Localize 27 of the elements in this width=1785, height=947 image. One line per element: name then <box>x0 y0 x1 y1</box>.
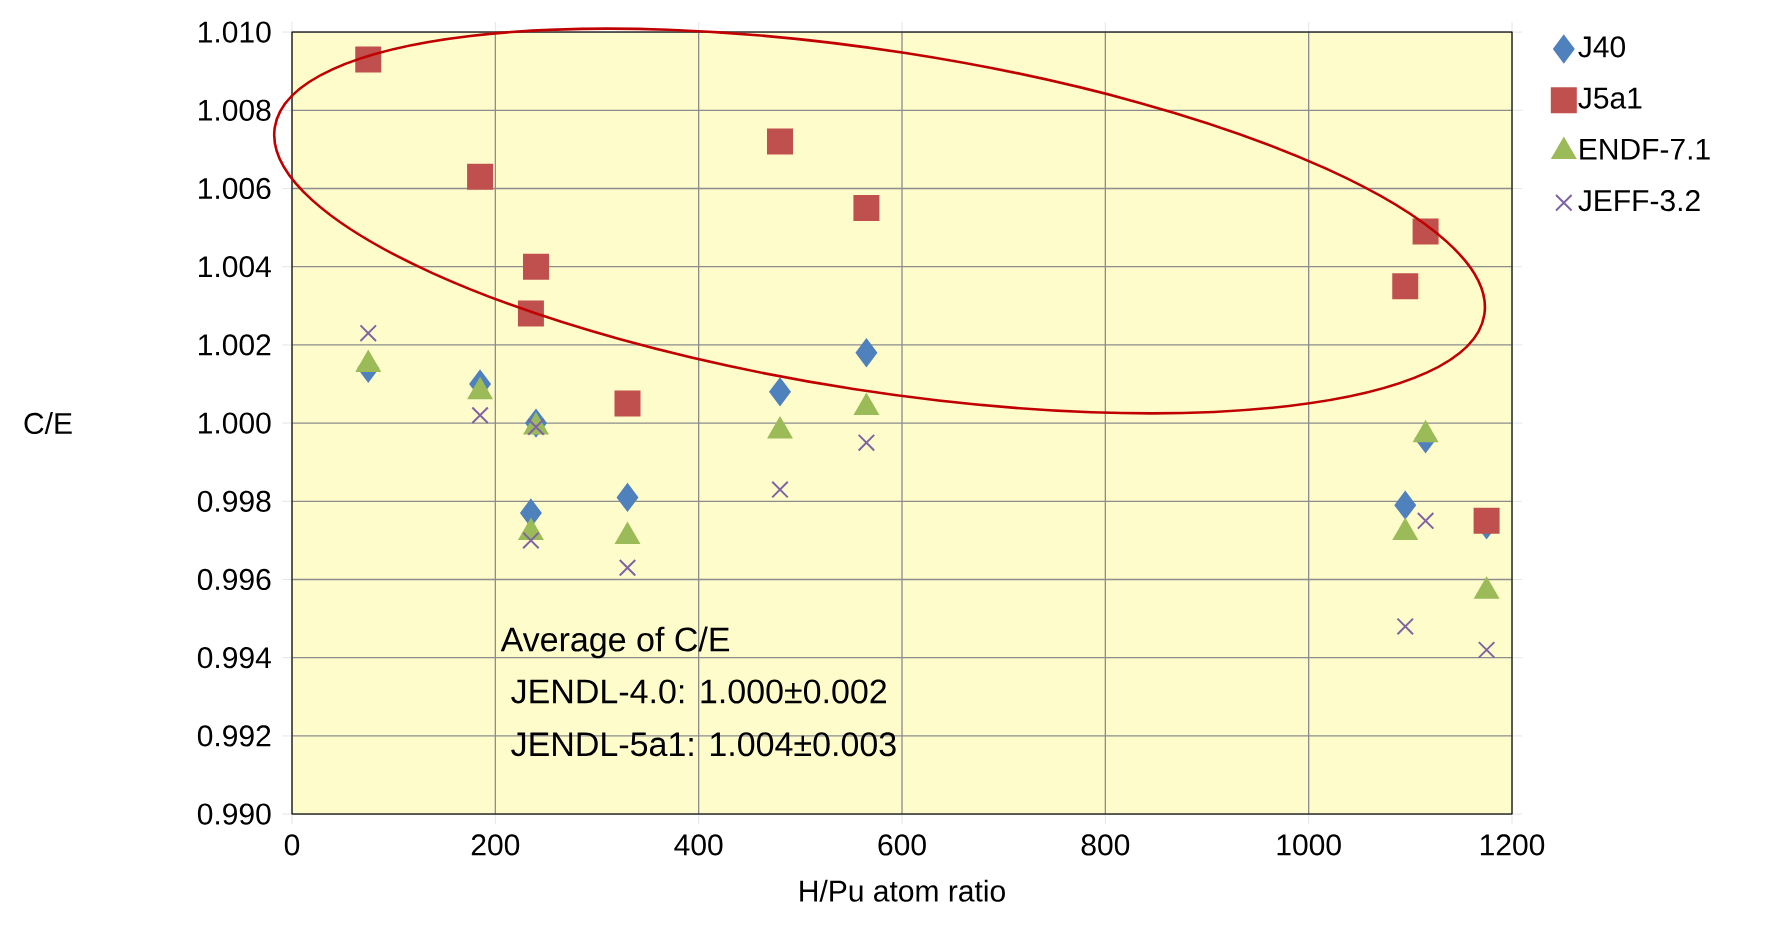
x-tick-label: 800 <box>1081 834 1130 856</box>
x-tick-label: 600 <box>878 834 926 856</box>
y-tick-label: 0.994 <box>197 647 271 669</box>
annotation: Average of C/E <box>500 626 730 659</box>
x-axis-title: H/Pu atom ratio <box>800 879 1005 902</box>
y-tick-label: 1.010 <box>199 21 271 43</box>
y-tick-label: 1.006 <box>199 177 271 200</box>
legend-label: ENDF-7.1 <box>1580 138 1710 160</box>
y-tick-label: 0.992 <box>197 725 271 747</box>
legend-label: J40 <box>1578 36 1625 58</box>
y-tick-label: 1.002 <box>199 334 271 356</box>
y-axis-title: C/E <box>24 412 72 435</box>
y-tick-label: 1.008 <box>199 99 271 121</box>
y-tick-label: 1.004 <box>199 256 271 278</box>
y-tick-label: 0.990 <box>197 803 271 825</box>
legend-label: JEFF-3.2 <box>1578 189 1700 212</box>
x-tick-label: 1200 <box>1480 834 1545 856</box>
y-tick-label: 1.000 <box>199 412 271 434</box>
annotation: JENDL-4.0: 1.000±0.002 <box>511 679 887 704</box>
x-tick-label: 0 <box>284 834 300 856</box>
x-tick-label: 200 <box>471 834 520 856</box>
x-tick-label: 1000 <box>1277 834 1341 856</box>
y-tick-label: 0.996 <box>197 568 271 591</box>
annotation: JENDL-5a1: 1.004±0.003 <box>511 732 896 757</box>
legend-label: J5a1 <box>1578 87 1642 109</box>
x-tick-label: 400 <box>674 834 723 856</box>
y-tick-label: 0.998 <box>197 490 271 512</box>
